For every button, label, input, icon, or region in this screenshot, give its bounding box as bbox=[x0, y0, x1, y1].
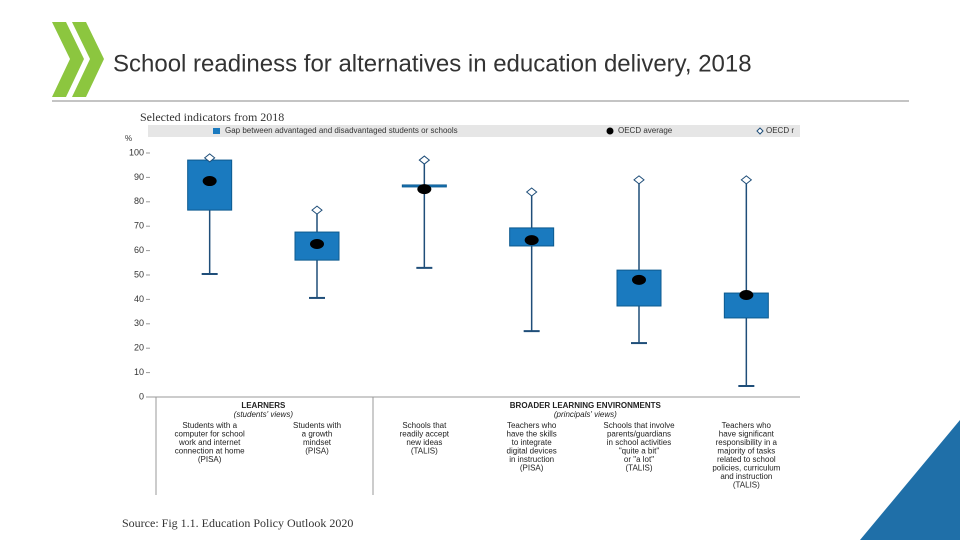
max-marker bbox=[525, 187, 538, 197]
x-tick-label: majority of tasks bbox=[717, 447, 775, 456]
legend-swatch bbox=[756, 127, 764, 135]
y-tick-label: 30 bbox=[134, 318, 144, 328]
y-tick-label: 20 bbox=[134, 343, 144, 353]
x-tick-label: Teachers who bbox=[722, 421, 772, 430]
x-tick-label: connection at home bbox=[175, 447, 245, 456]
subtitle: Selected indicators from 2018 bbox=[140, 110, 284, 124]
average-dot bbox=[739, 290, 754, 301]
source: Source: Fig 1.1. Education Policy Outloo… bbox=[122, 516, 353, 530]
y-tick-label: 100 bbox=[129, 147, 144, 157]
x-tick-label: (PISA) bbox=[520, 464, 544, 473]
x-tick-label: readily accept bbox=[400, 430, 450, 439]
y-tick-label: 60 bbox=[134, 245, 144, 255]
legend-label: OECD average bbox=[618, 126, 673, 135]
average-dot bbox=[632, 274, 646, 285]
x-tick-label: parents/guardians bbox=[607, 430, 671, 439]
x-tick-label: have significant bbox=[719, 430, 775, 439]
average-dot bbox=[310, 239, 324, 250]
x-tick-label: new ideas bbox=[406, 438, 442, 447]
x-tick-label: related to school bbox=[717, 455, 776, 464]
y-tick-label: 90 bbox=[134, 172, 144, 182]
legend-label: OECD r bbox=[766, 126, 794, 135]
x-tick-label: Teachers who bbox=[507, 421, 557, 430]
x-tick-label: work and internet bbox=[178, 438, 241, 447]
gap-box bbox=[616, 269, 662, 307]
legend-swatch bbox=[606, 127, 614, 135]
x-tick-label: Students with a bbox=[182, 421, 237, 430]
x-tick-label: policies, curriculum bbox=[712, 464, 780, 473]
corner-triangle bbox=[860, 420, 960, 540]
max-marker bbox=[203, 153, 216, 163]
x-tick-label: (TALIS) bbox=[733, 481, 760, 490]
y-tick-label: 70 bbox=[134, 221, 144, 231]
logo bbox=[72, 22, 104, 97]
x-tick-label: Students with bbox=[293, 421, 341, 430]
legend-swatch bbox=[213, 128, 220, 134]
title: School readiness for alternatives in edu… bbox=[113, 50, 752, 77]
x-tick-label: (PISA) bbox=[198, 455, 222, 464]
x-tick-label: "quite a bit" bbox=[619, 447, 660, 456]
group-title: BROADER LEARNING ENVIRONMENTS bbox=[510, 401, 662, 410]
x-tick-label: digital devices bbox=[507, 447, 557, 456]
x-tick-label: responsibility in a bbox=[716, 438, 778, 447]
x-tick-label: Schools that involve bbox=[603, 421, 675, 430]
y-tick-label: 0 bbox=[139, 391, 144, 401]
x-tick-label: in instruction bbox=[509, 455, 554, 464]
max-marker bbox=[740, 175, 753, 185]
average-dot bbox=[417, 184, 432, 195]
x-tick-label: and instruction bbox=[720, 472, 772, 481]
group-subtitle: (principals' views) bbox=[554, 410, 617, 419]
group-title: LEARNERS bbox=[241, 401, 286, 410]
x-tick-label: computer for school bbox=[175, 430, 245, 439]
x-tick-label: (TALIS) bbox=[626, 464, 653, 473]
y-tick-label: 50 bbox=[134, 269, 144, 279]
y-unit: % bbox=[125, 134, 132, 143]
max-marker bbox=[311, 205, 323, 215]
legend-bg bbox=[148, 125, 800, 137]
x-tick-label: or "a lot" bbox=[624, 455, 654, 464]
x-tick-label: a growth bbox=[302, 430, 333, 439]
x-tick-label: have the skills bbox=[507, 430, 557, 439]
logo bbox=[52, 22, 84, 97]
max-marker bbox=[418, 155, 431, 165]
y-tick-label: 40 bbox=[134, 294, 144, 304]
y-tick-label: 10 bbox=[134, 367, 144, 377]
average-dot bbox=[202, 176, 217, 187]
x-tick-label: (PISA) bbox=[305, 447, 329, 456]
x-tick-label: Schools that bbox=[402, 421, 447, 430]
x-tick-label: mindset bbox=[303, 438, 332, 447]
average-dot bbox=[524, 235, 539, 246]
y-tick-label: 80 bbox=[134, 196, 144, 206]
x-tick-label: to integrate bbox=[512, 438, 553, 447]
legend-label: Gap between advantaged and disadvantaged… bbox=[225, 126, 458, 135]
max-marker bbox=[633, 175, 645, 185]
x-tick-label: (TALIS) bbox=[411, 447, 438, 456]
x-tick-label: in school activities bbox=[607, 438, 671, 447]
group-subtitle: (students' views) bbox=[234, 410, 294, 419]
